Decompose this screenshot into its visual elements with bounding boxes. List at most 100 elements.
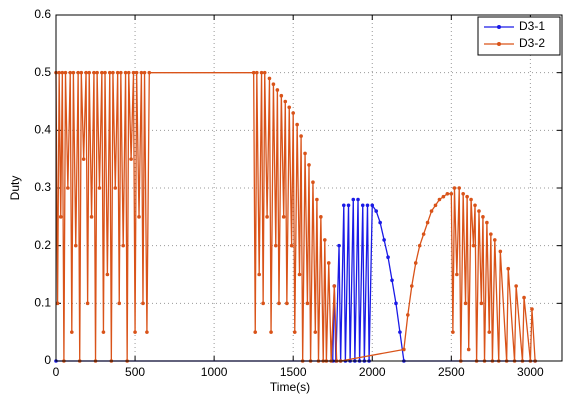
data-point	[269, 330, 273, 334]
data-point	[107, 70, 112, 75]
data-point	[97, 186, 102, 190]
data-point	[463, 301, 468, 306]
data-point	[283, 99, 288, 104]
y-tick-label: 0	[44, 353, 51, 367]
y-axis-label: Duty	[8, 176, 22, 201]
data-point	[315, 197, 319, 202]
data-point	[73, 243, 78, 248]
data-point	[134, 70, 139, 75]
data-point	[131, 70, 136, 75]
data-point	[101, 330, 106, 334]
data-point	[433, 203, 438, 208]
data-point	[370, 203, 375, 208]
data-point	[313, 330, 318, 334]
data-point	[85, 301, 90, 306]
x-tick-label: 0	[53, 365, 60, 379]
series-line	[55, 72, 536, 362]
data-point	[275, 88, 280, 92]
x-tick-label: 2500	[438, 365, 465, 379]
data-point	[141, 301, 145, 306]
y-tick-label: 0.4	[34, 123, 51, 137]
data-point	[445, 191, 450, 196]
data-point	[390, 278, 394, 283]
data-point	[455, 272, 459, 277]
data-point	[113, 186, 118, 190]
data-point	[71, 70, 76, 75]
data-point	[425, 220, 430, 225]
data-point	[92, 70, 96, 75]
data-point	[319, 215, 323, 219]
data-point	[119, 70, 123, 75]
data-point	[437, 197, 442, 202]
data-point	[259, 70, 264, 75]
legend-label: D3-1	[519, 19, 545, 33]
data-point	[117, 301, 122, 306]
data-point	[409, 284, 414, 288]
data-point	[147, 70, 152, 75]
data-point	[492, 238, 497, 242]
data-point	[121, 243, 126, 248]
data-point	[295, 122, 299, 127]
data-point	[477, 209, 481, 213]
data-point	[79, 70, 84, 75]
data-point	[356, 197, 360, 202]
y-tick-label: 0.5	[34, 65, 51, 79]
legend-label: D3-2	[519, 36, 545, 50]
data-point	[413, 261, 418, 265]
data-point	[142, 70, 147, 75]
data-point	[81, 157, 86, 161]
data-point	[251, 70, 256, 75]
data-point	[406, 313, 410, 317]
data-point	[103, 70, 107, 75]
data-point	[68, 70, 73, 75]
data-point	[57, 70, 61, 75]
data-point	[281, 215, 286, 219]
data-point	[485, 220, 489, 225]
data-point	[461, 191, 465, 196]
data-point	[473, 203, 477, 208]
data-point	[55, 301, 60, 306]
data-point	[449, 191, 454, 196]
data-point	[58, 215, 63, 219]
legend-marker	[497, 25, 501, 29]
y-tick-label: 0.3	[34, 180, 51, 194]
data-point	[402, 347, 406, 352]
x-tick-label: 3000	[517, 365, 544, 379]
data-point	[257, 272, 261, 277]
data-point	[87, 70, 92, 75]
data-point	[469, 197, 473, 202]
data-point	[489, 232, 493, 236]
data-point	[70, 330, 74, 334]
data-point	[337, 243, 341, 248]
data-point	[466, 347, 471, 352]
data-point	[255, 70, 259, 75]
legend-marker	[497, 42, 501, 46]
data-point	[360, 203, 365, 208]
legend-box	[477, 16, 561, 56]
data-point	[279, 93, 284, 98]
data-point	[60, 70, 65, 75]
data-point	[506, 266, 511, 271]
data-point	[498, 249, 503, 254]
data-point	[271, 82, 276, 86]
data-point	[487, 330, 492, 334]
y-tick-label: 0.1	[34, 296, 51, 310]
data-point	[398, 330, 402, 334]
data-point	[139, 70, 144, 75]
data-point	[394, 301, 398, 306]
data-point	[481, 215, 485, 219]
data-point	[297, 272, 302, 277]
data-point	[341, 203, 346, 208]
data-point	[76, 70, 80, 75]
data-point	[133, 330, 137, 334]
data-point	[374, 209, 379, 213]
x-axis-label: Time(s)	[270, 380, 310, 394]
data-point	[265, 215, 269, 219]
x-tick-label: 1000	[201, 365, 228, 379]
data-point	[326, 261, 331, 265]
data-point	[305, 301, 310, 306]
data-point	[100, 70, 104, 75]
data-point	[292, 330, 297, 334]
data-point	[145, 330, 149, 334]
data-point	[465, 194, 469, 199]
